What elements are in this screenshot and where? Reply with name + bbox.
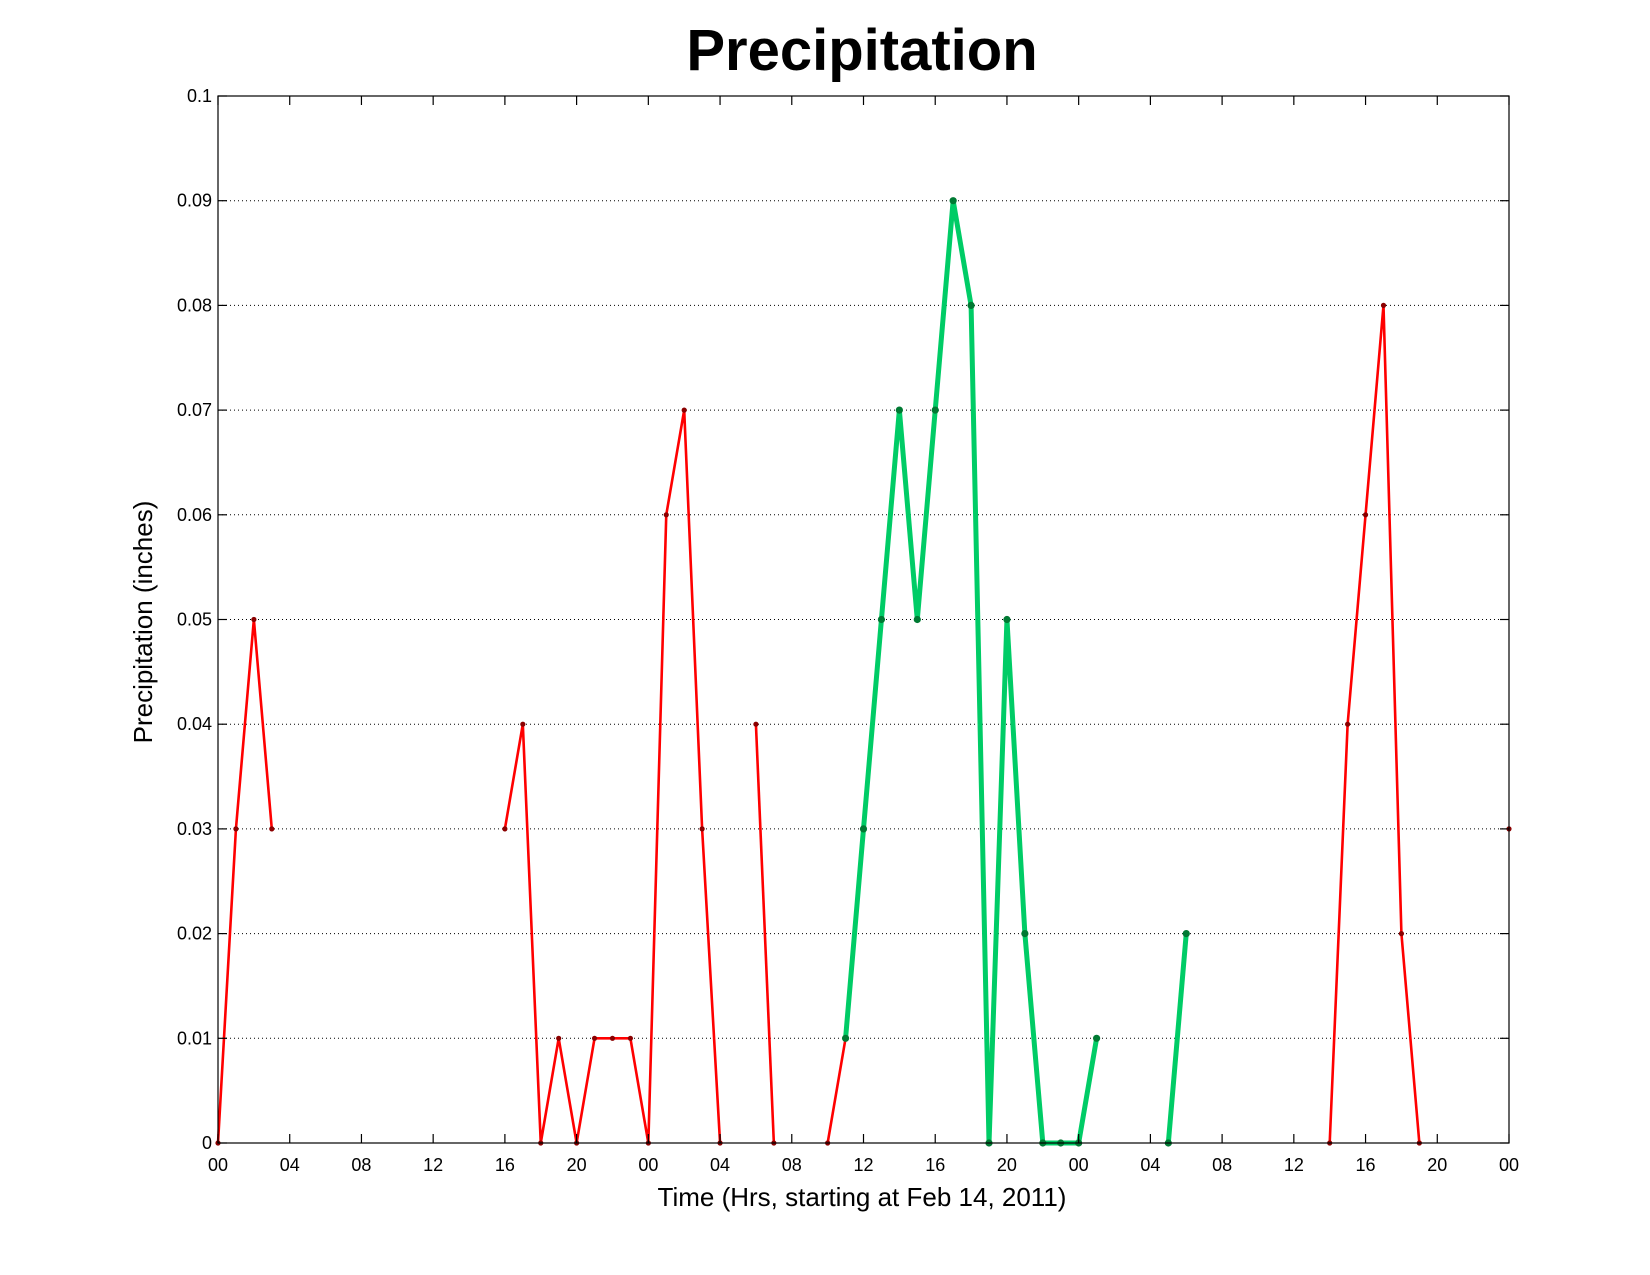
x-tick-label: 16 [495, 1155, 515, 1175]
data-point [949, 197, 957, 205]
data-point [520, 721, 526, 727]
data-point [627, 1035, 634, 1041]
grid-lines [218, 200, 1509, 1039]
data-point [1362, 512, 1369, 518]
plot-frame [217, 95, 1510, 1144]
y-tick-label: 0.05 [177, 610, 212, 630]
data-point [913, 615, 921, 624]
data-point [699, 826, 705, 832]
y-tick-label: 0.07 [177, 400, 212, 420]
y-tick-label: 0.02 [177, 924, 212, 944]
y-tick-labels: 0 0.01 0.02 0.03 0.04 0.05 0.06 0.07 0.08 0.09 0.1 [177, 86, 212, 1153]
data-point [1380, 302, 1387, 308]
series-line-segment [843, 198, 1100, 1146]
series-line-segment [1328, 304, 1421, 1144]
data-point [681, 407, 687, 413]
data-point [663, 512, 669, 518]
data-point [1345, 721, 1351, 727]
x-axis-label: Time (Hrs, starting at Feb 14, 2011) [658, 1182, 1067, 1212]
data-point [556, 1035, 562, 1041]
series-line-segment [1165, 933, 1189, 1144]
y-tick-label: 0.08 [177, 295, 212, 315]
x-tick-label: 16 [1356, 1155, 1376, 1175]
x-tick-label: 12 [853, 1155, 873, 1175]
x-tick-label: 12 [423, 1155, 443, 1175]
y-tick-label: 0.09 [177, 191, 212, 211]
series-line-segment [826, 1038, 847, 1144]
x-tick-label: 20 [1427, 1155, 1447, 1175]
x-tick-label: 20 [567, 1155, 587, 1175]
x-tick-label: 00 [1499, 1155, 1519, 1175]
data-point [609, 1035, 616, 1041]
x-tick-label: 00 [638, 1155, 658, 1175]
x-tick-label: 08 [1212, 1155, 1232, 1175]
data-point [591, 1035, 598, 1041]
y-tick-label: 0.03 [177, 819, 212, 839]
y-axis-label: Precipitation (inches) [128, 501, 158, 744]
series-lines [215, 197, 1512, 1147]
chart-title: Precipitation [686, 18, 1037, 83]
data-point [841, 1034, 850, 1042]
data-point [1092, 1034, 1101, 1042]
data-point [269, 826, 275, 832]
data-point [502, 826, 508, 832]
x-tick-label: 04 [280, 1155, 300, 1175]
x-tick-label: 20 [997, 1155, 1017, 1175]
x-tick-label: 16 [925, 1155, 945, 1175]
y-tick-label: 0.04 [177, 714, 212, 734]
series-line-segment [754, 724, 776, 1144]
data-point [895, 406, 903, 414]
data-point [251, 616, 257, 623]
data-point [753, 721, 759, 727]
data-point [233, 826, 239, 832]
y-tick-label: 0.06 [177, 505, 212, 525]
x-tick-label: 00 [208, 1155, 228, 1175]
x-tick-label: 12 [1284, 1155, 1304, 1175]
x-tick-labels: 00 04 08 12 16 20 00 04 08 12 16 20 00 04 08 12 16 20 00 [208, 1155, 1519, 1175]
data-point [859, 825, 868, 833]
data-point [967, 301, 975, 309]
data-point [1003, 615, 1011, 624]
x-tick-label: 08 [351, 1155, 371, 1175]
series-line-segment [216, 618, 274, 1144]
data-point [1182, 930, 1190, 938]
x-tick-label: 04 [1140, 1155, 1160, 1175]
series-line-segment [503, 408, 722, 1145]
y-tick-label: 0 [202, 1133, 212, 1153]
data-point [877, 615, 886, 624]
x-tick-label: 04 [710, 1155, 730, 1175]
x-tick-label: 08 [782, 1155, 802, 1175]
y-tick-label: 0.01 [177, 1028, 212, 1048]
data-point [1398, 931, 1405, 937]
y-tick-label: 0.1 [187, 86, 212, 106]
axis-ticks [217, 95, 1510, 1144]
data-point [931, 406, 939, 414]
data-point [1021, 930, 1029, 938]
x-tick-label: 00 [1069, 1155, 1089, 1175]
